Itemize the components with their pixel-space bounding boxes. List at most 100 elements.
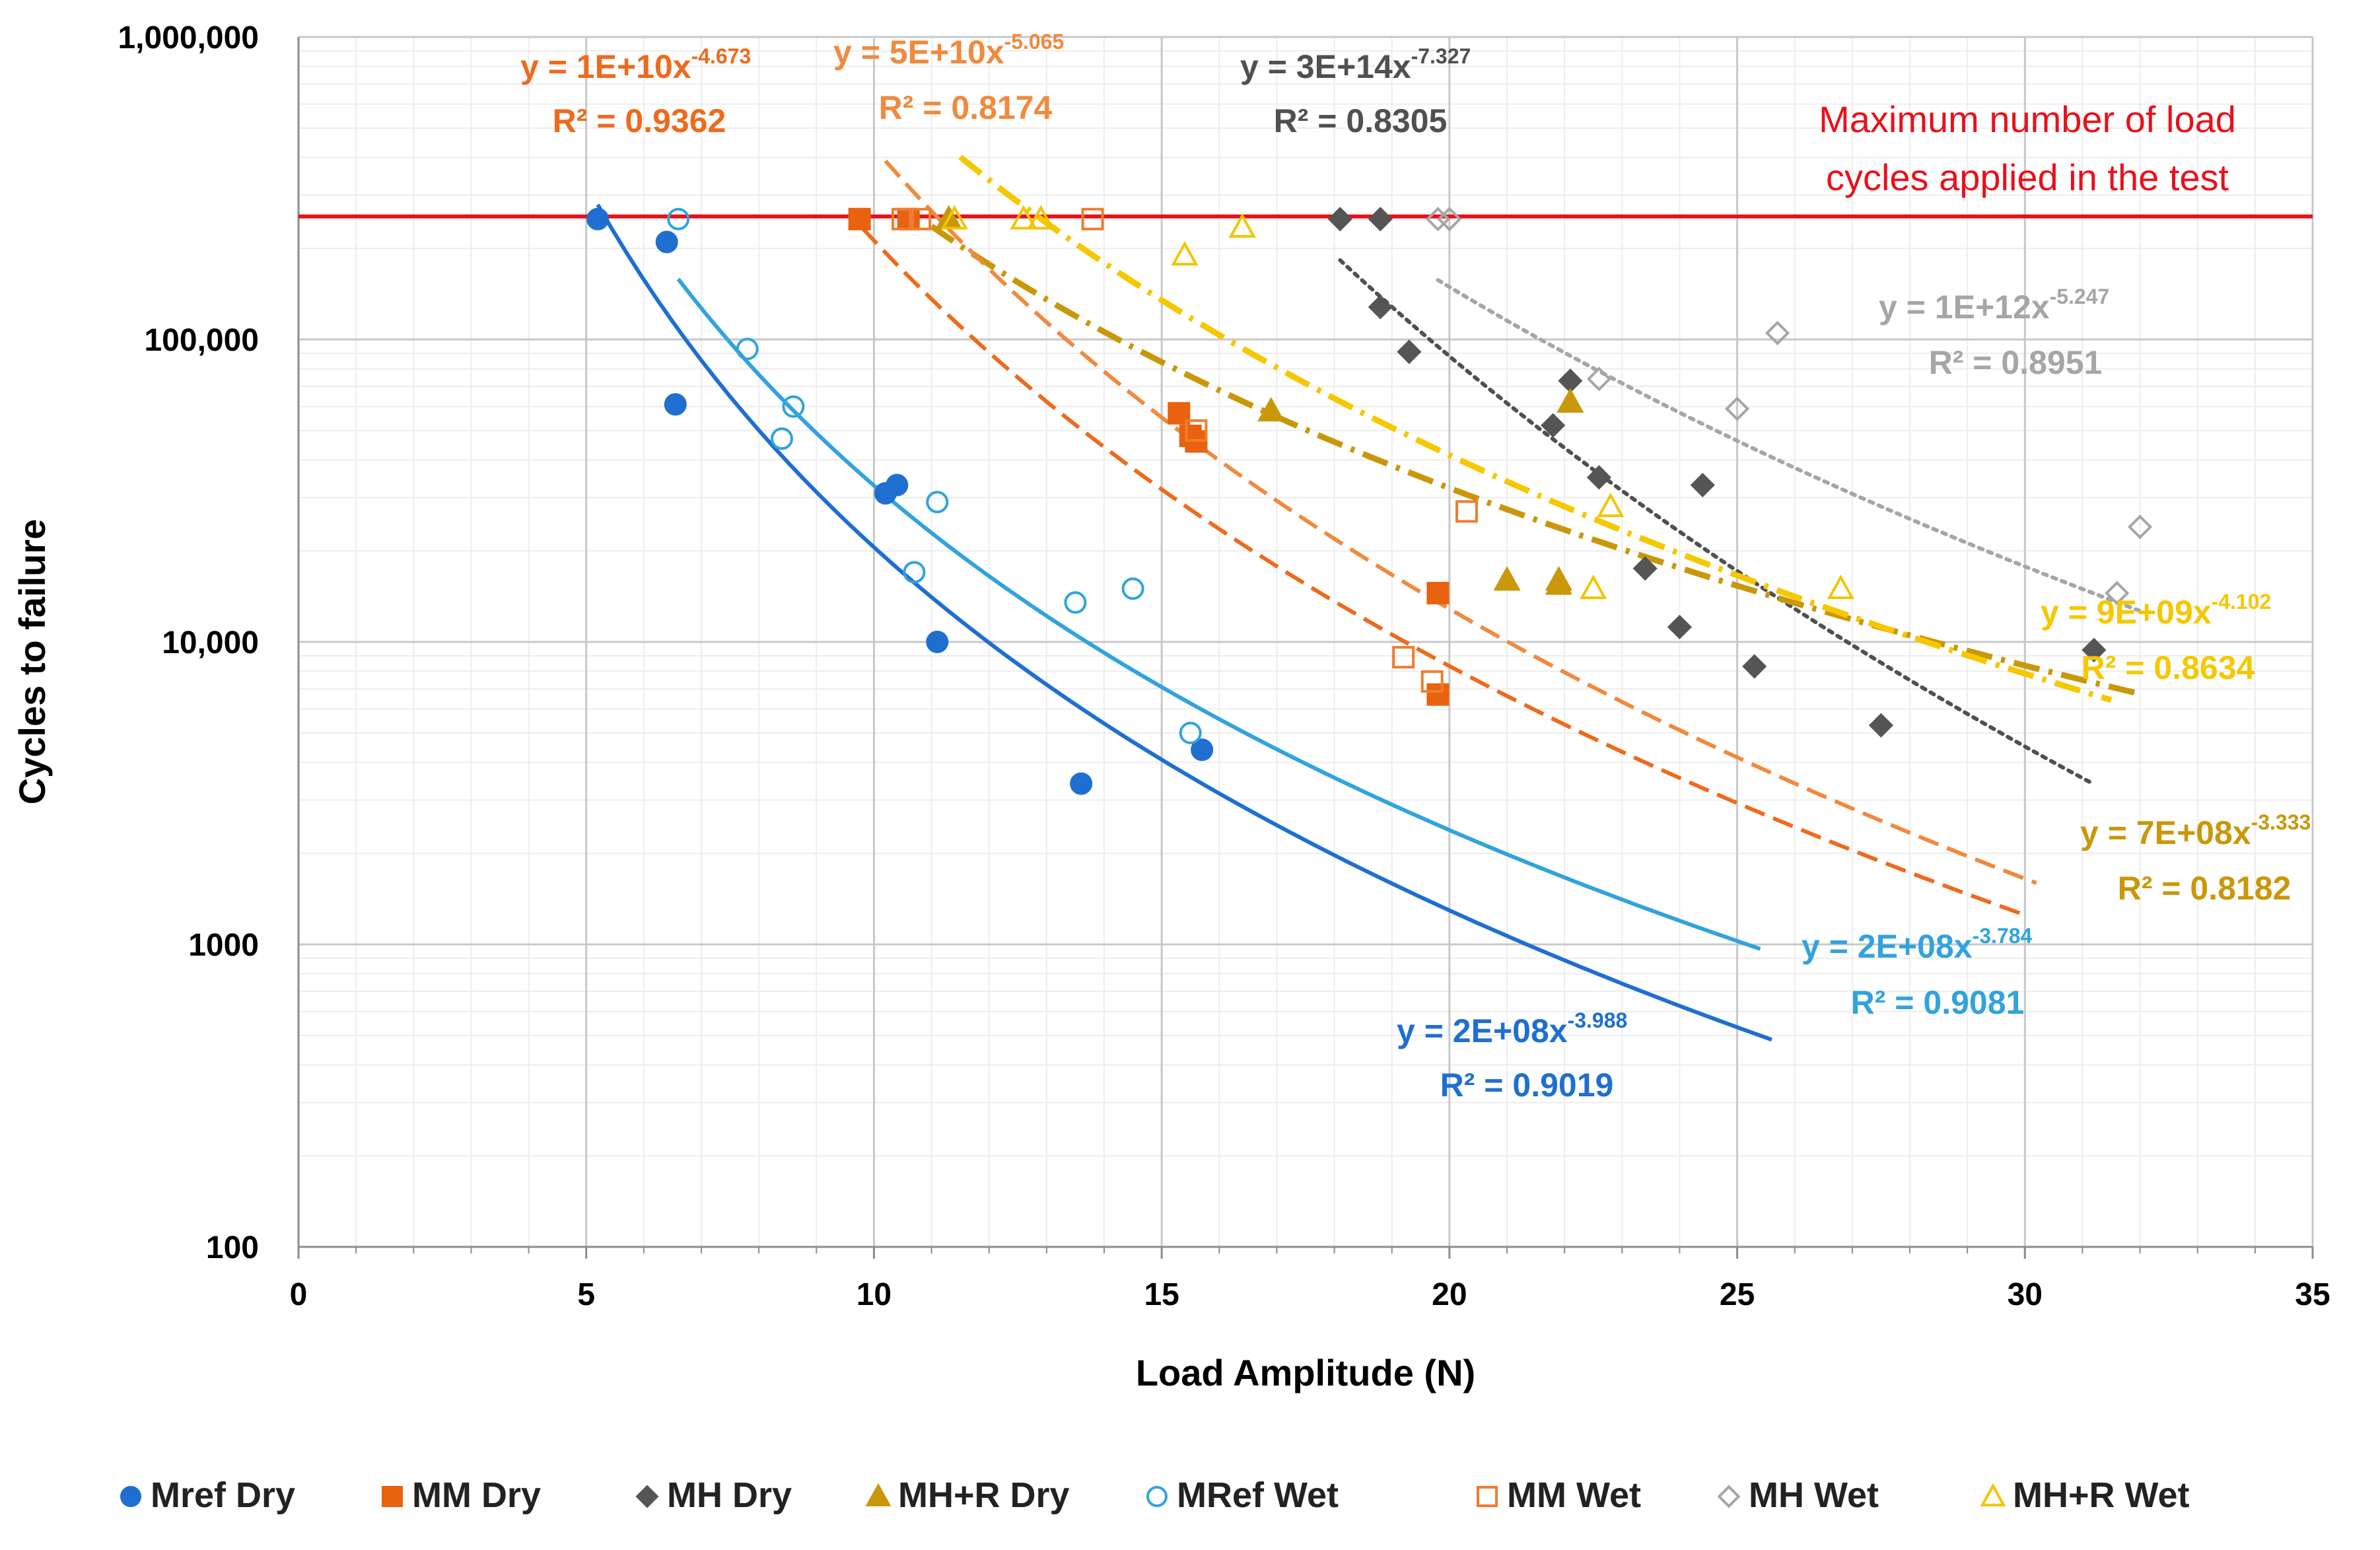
point-series-7 [1010,205,1037,230]
trendline-2 [1338,258,2096,787]
y-axis-title: Cycles to failure [11,519,53,805]
x-tick-label: 10 [857,1277,892,1312]
point-series-2 [1397,339,1422,365]
trendlines [596,155,2142,1042]
point-series-7 [1027,205,1055,230]
point-series-5 [1420,670,1444,693]
trendline-4 [676,277,1761,951]
reference-label-line1: Maximum number of load [1819,98,2236,140]
point-series-0 [1191,738,1214,761]
trend-r2-2: R² = 0.8305 [1274,102,1448,139]
x-tick-label: 25 [1720,1277,1755,1312]
trendline-1 [860,227,2026,917]
point-series-4 [1121,577,1144,600]
point-series-0 [586,207,610,230]
y-tick-label: 1,000,000 [118,20,259,55]
x-tick-label: 0 [290,1277,308,1312]
trend-equation-7: y = 9E+09x-4.102 [2041,590,2271,631]
legend-label-5: MM Wet [1507,1475,1641,1515]
point-series-5 [1185,419,1208,442]
point-series-5 [1455,500,1478,523]
point-series-4 [782,395,805,418]
point-series-2 [1558,369,1583,394]
point-series-1 [1168,402,1191,425]
point-series-2 [1368,295,1393,320]
trend-r2-0: R² = 0.9019 [1440,1067,1614,1104]
point-series-2 [1541,413,1566,438]
point-series-3 [1557,388,1584,413]
trend-r2-7: R² = 0.8634 [2082,649,2255,686]
trend-equation-4: y = 2E+08x-3.784 [1802,924,2033,965]
legend-marker-1 [382,1486,403,1507]
point-series-6 [1437,207,1462,232]
reference-label-line2: cycles applied in the test [1826,157,2229,198]
point-series-7 [1580,574,1607,600]
point-series-3 [1545,570,1573,595]
trendline-5 [884,159,2037,885]
trend-r2-1: R² = 0.9362 [553,102,726,139]
x-axis-title: Load Amplitude (N) [1136,1352,1475,1393]
point-series-1 [1426,683,1450,706]
trendline-6 [1436,278,2142,614]
point-series-1 [848,207,871,230]
legend-marker-5 [1477,1486,1498,1507]
legend: Mref Dry MM Dry MH Dry MH+R Dry MRef Wet MM W… [120,1475,2190,1515]
point-series-0 [655,230,678,254]
legend-marker-2 [635,1485,659,1508]
point-series-6 [2105,581,2130,606]
trend-r2-5: R² = 0.8174 [879,89,1053,126]
point-series-0 [926,631,949,653]
point-series-3 [1493,566,1521,591]
point-series-0 [886,474,909,497]
point-series-7 [940,205,969,230]
reference-line-group: Maximum number of load cycles applied in … [298,98,2313,219]
y-tick-label: 100 [206,1230,259,1265]
point-series-0 [1070,772,1093,795]
y-tick-label: 1000 [188,928,259,963]
point-series-4 [771,427,793,450]
trend-r2-4: R² = 0.9081 [1851,984,2025,1021]
x-tick-label: 5 [577,1277,595,1312]
point-series-2 [1742,654,1767,679]
point-series-0 [664,393,687,416]
trend-equation-6: y = 1E+12x-5.247 [1879,285,2109,326]
trend-equations: y = 2E+08x-3.988 R² = 0.9019 y = 1E+10x-4.… [520,30,2311,1104]
trendline-0 [596,203,1772,1042]
point-series-5 [892,207,914,230]
legend-label-6: MH Wet [1749,1475,1879,1515]
y-tick-label: 100,000 [144,323,259,358]
point-series-6 [1425,207,1451,232]
point-series-6 [1724,396,1750,421]
trendline-7 [958,155,2113,703]
legend-label-4: MRef Wet [1177,1475,1339,1515]
x-tick-label: 30 [2008,1277,2043,1312]
point-series-7 [1597,492,1625,518]
point-series-3 [1257,396,1285,422]
point-series-2 [1690,472,1715,498]
point-series-2 [1632,556,1658,581]
point-series-1 [1426,582,1450,605]
point-series-7 [1228,213,1256,238]
trend-equation-3: y = 7E+08x-3.333 [2080,810,2311,851]
y-tick-label: 10,000 [162,625,259,660]
trend-equation-0: y = 2E+08x-3.988 [1397,1008,1627,1049]
x-tick-label: 35 [2295,1277,2330,1312]
point-series-7 [1827,574,1855,600]
point-series-5 [1392,646,1415,669]
legend-marker-0 [120,1486,141,1507]
point-series-7 [1171,240,1199,266]
grid [298,36,2314,1247]
trend-equation-1: y = 1E+10x-4.673 [520,44,751,85]
legend-label-2: MH Dry [667,1475,792,1515]
trend-r2-3: R² = 0.8182 [2118,870,2292,907]
legend-marker-4 [1146,1486,1168,1507]
point-series-5 [1081,207,1104,230]
point-series-6 [1765,320,1790,345]
point-series-4 [926,491,949,514]
trend-equation-5: y = 5E+10x-5.065 [833,30,1064,71]
point-series-4 [667,207,690,230]
trend-equation-2: y = 3E+14x-7.327 [1240,44,1471,85]
point-series-6 [1586,367,1612,392]
data-points [586,205,2153,795]
